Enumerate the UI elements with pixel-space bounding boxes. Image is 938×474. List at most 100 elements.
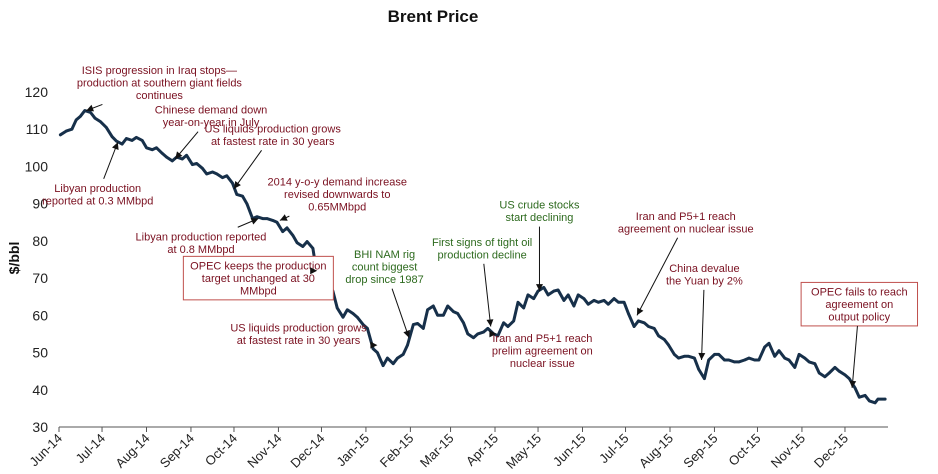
- arrow-head: [849, 380, 857, 388]
- data-point: [723, 358, 726, 362]
- x-tick-label: Dec-15: [811, 431, 851, 471]
- data-point: [773, 355, 776, 358]
- data-point: [693, 356, 696, 360]
- data-point: [637, 319, 640, 323]
- data-point: [110, 135, 114, 138]
- data-point: [657, 334, 660, 338]
- data-point: [412, 323, 415, 326]
- data-point: [512, 319, 515, 323]
- data-point: [79, 114, 82, 118]
- data-point: [757, 358, 761, 362]
- x-tick-label: Jan-15: [333, 431, 372, 470]
- annotation-arrow: [391, 288, 410, 338]
- data-point: [442, 314, 445, 317]
- data-point: [161, 152, 164, 155]
- data-point: [356, 315, 359, 319]
- data-point: [125, 137, 128, 140]
- data-point: [361, 323, 365, 326]
- data-point: [346, 308, 349, 312]
- data-point: [542, 286, 546, 289]
- annotation-text: First signs of tight oil: [432, 237, 532, 249]
- data-point: [767, 342, 771, 345]
- annotation-text: China devalue: [669, 263, 739, 275]
- annotation-arrow: [636, 237, 679, 316]
- annotation-text: continues: [136, 90, 184, 102]
- data-point: [876, 397, 880, 401]
- data-point: [546, 293, 550, 297]
- data-point: [597, 301, 600, 304]
- data-point: [70, 127, 74, 131]
- annotation-text: agreement on: [825, 299, 893, 311]
- data-point: [586, 302, 590, 306]
- data-point: [422, 327, 425, 330]
- annotation-text: ISIS progression in Iraq stops—: [82, 65, 237, 77]
- data-point: [612, 297, 616, 300]
- data-point: [502, 321, 505, 325]
- data-point: [552, 289, 556, 293]
- data-point: [592, 299, 596, 302]
- data-point: [265, 217, 269, 220]
- data-point: [652, 327, 656, 330]
- annotation-text: output policy: [828, 311, 890, 323]
- x-tick-label: Dec-14: [287, 431, 327, 471]
- data-point: [833, 366, 837, 369]
- data-point: [446, 304, 450, 308]
- data-point: [843, 373, 847, 377]
- data-point: [191, 163, 194, 166]
- annotation-text: Iran and P5+1 reach: [492, 333, 592, 345]
- data-point: [416, 322, 419, 325]
- x-tick-label: Aug-15: [636, 431, 676, 471]
- x-tick-label: Jul-15: [596, 431, 632, 467]
- data-point: [351, 312, 355, 315]
- annotation-text: at 0.8 MMbpd: [167, 244, 234, 256]
- data-points: [59, 109, 887, 405]
- data-point: [376, 351, 379, 354]
- data-point: [632, 325, 636, 328]
- arrow-head: [175, 151, 183, 159]
- data-point: [777, 349, 781, 353]
- data-point: [562, 299, 566, 302]
- annotation-box: [182, 255, 334, 301]
- y-tick-label: 60: [32, 307, 48, 323]
- data-point: [221, 176, 224, 179]
- data-point: [391, 362, 395, 366]
- annotation-text: US crude stocks: [499, 200, 580, 212]
- data-point: [482, 330, 485, 334]
- data-point: [556, 288, 560, 292]
- data-point: [817, 371, 821, 375]
- data-point: [281, 230, 285, 233]
- arrow-head: [234, 181, 241, 189]
- data-point: [311, 247, 315, 250]
- y-tick-label: 120: [25, 84, 49, 100]
- data-point: [432, 304, 435, 308]
- annotation-text: OPEC fails to reach: [811, 286, 908, 298]
- data-point: [93, 116, 97, 120]
- data-point: [683, 355, 686, 358]
- annotation-arrow: [701, 289, 705, 361]
- data-point: [813, 362, 817, 366]
- data-point: [271, 219, 275, 222]
- annotation-arrow: [483, 263, 492, 327]
- data-point: [466, 332, 470, 336]
- x-tick-label: Jun-14: [26, 431, 65, 470]
- data-point: [130, 139, 134, 142]
- annotation-text: start declining: [506, 212, 574, 224]
- annotation-text: BHI NAM rig: [354, 249, 415, 261]
- x-tick-label: Feb-15: [377, 431, 417, 471]
- data-point: [291, 234, 295, 237]
- data-point: [566, 293, 570, 297]
- annotation-text: agreement on nuclear issue: [618, 223, 754, 235]
- data-point: [195, 162, 198, 165]
- x-tick-label: Jul-14: [72, 431, 108, 467]
- data-point: [647, 325, 650, 328]
- y-tick-labels: 30 40 50 60 70 80 90 100 110 120: [25, 84, 49, 435]
- data-point: [753, 358, 756, 362]
- annotation-text: at fastest rate in 30 years: [237, 335, 361, 347]
- x-tick-label: Sep-14: [157, 431, 197, 471]
- data-point: [205, 172, 208, 176]
- data-point: [707, 358, 710, 362]
